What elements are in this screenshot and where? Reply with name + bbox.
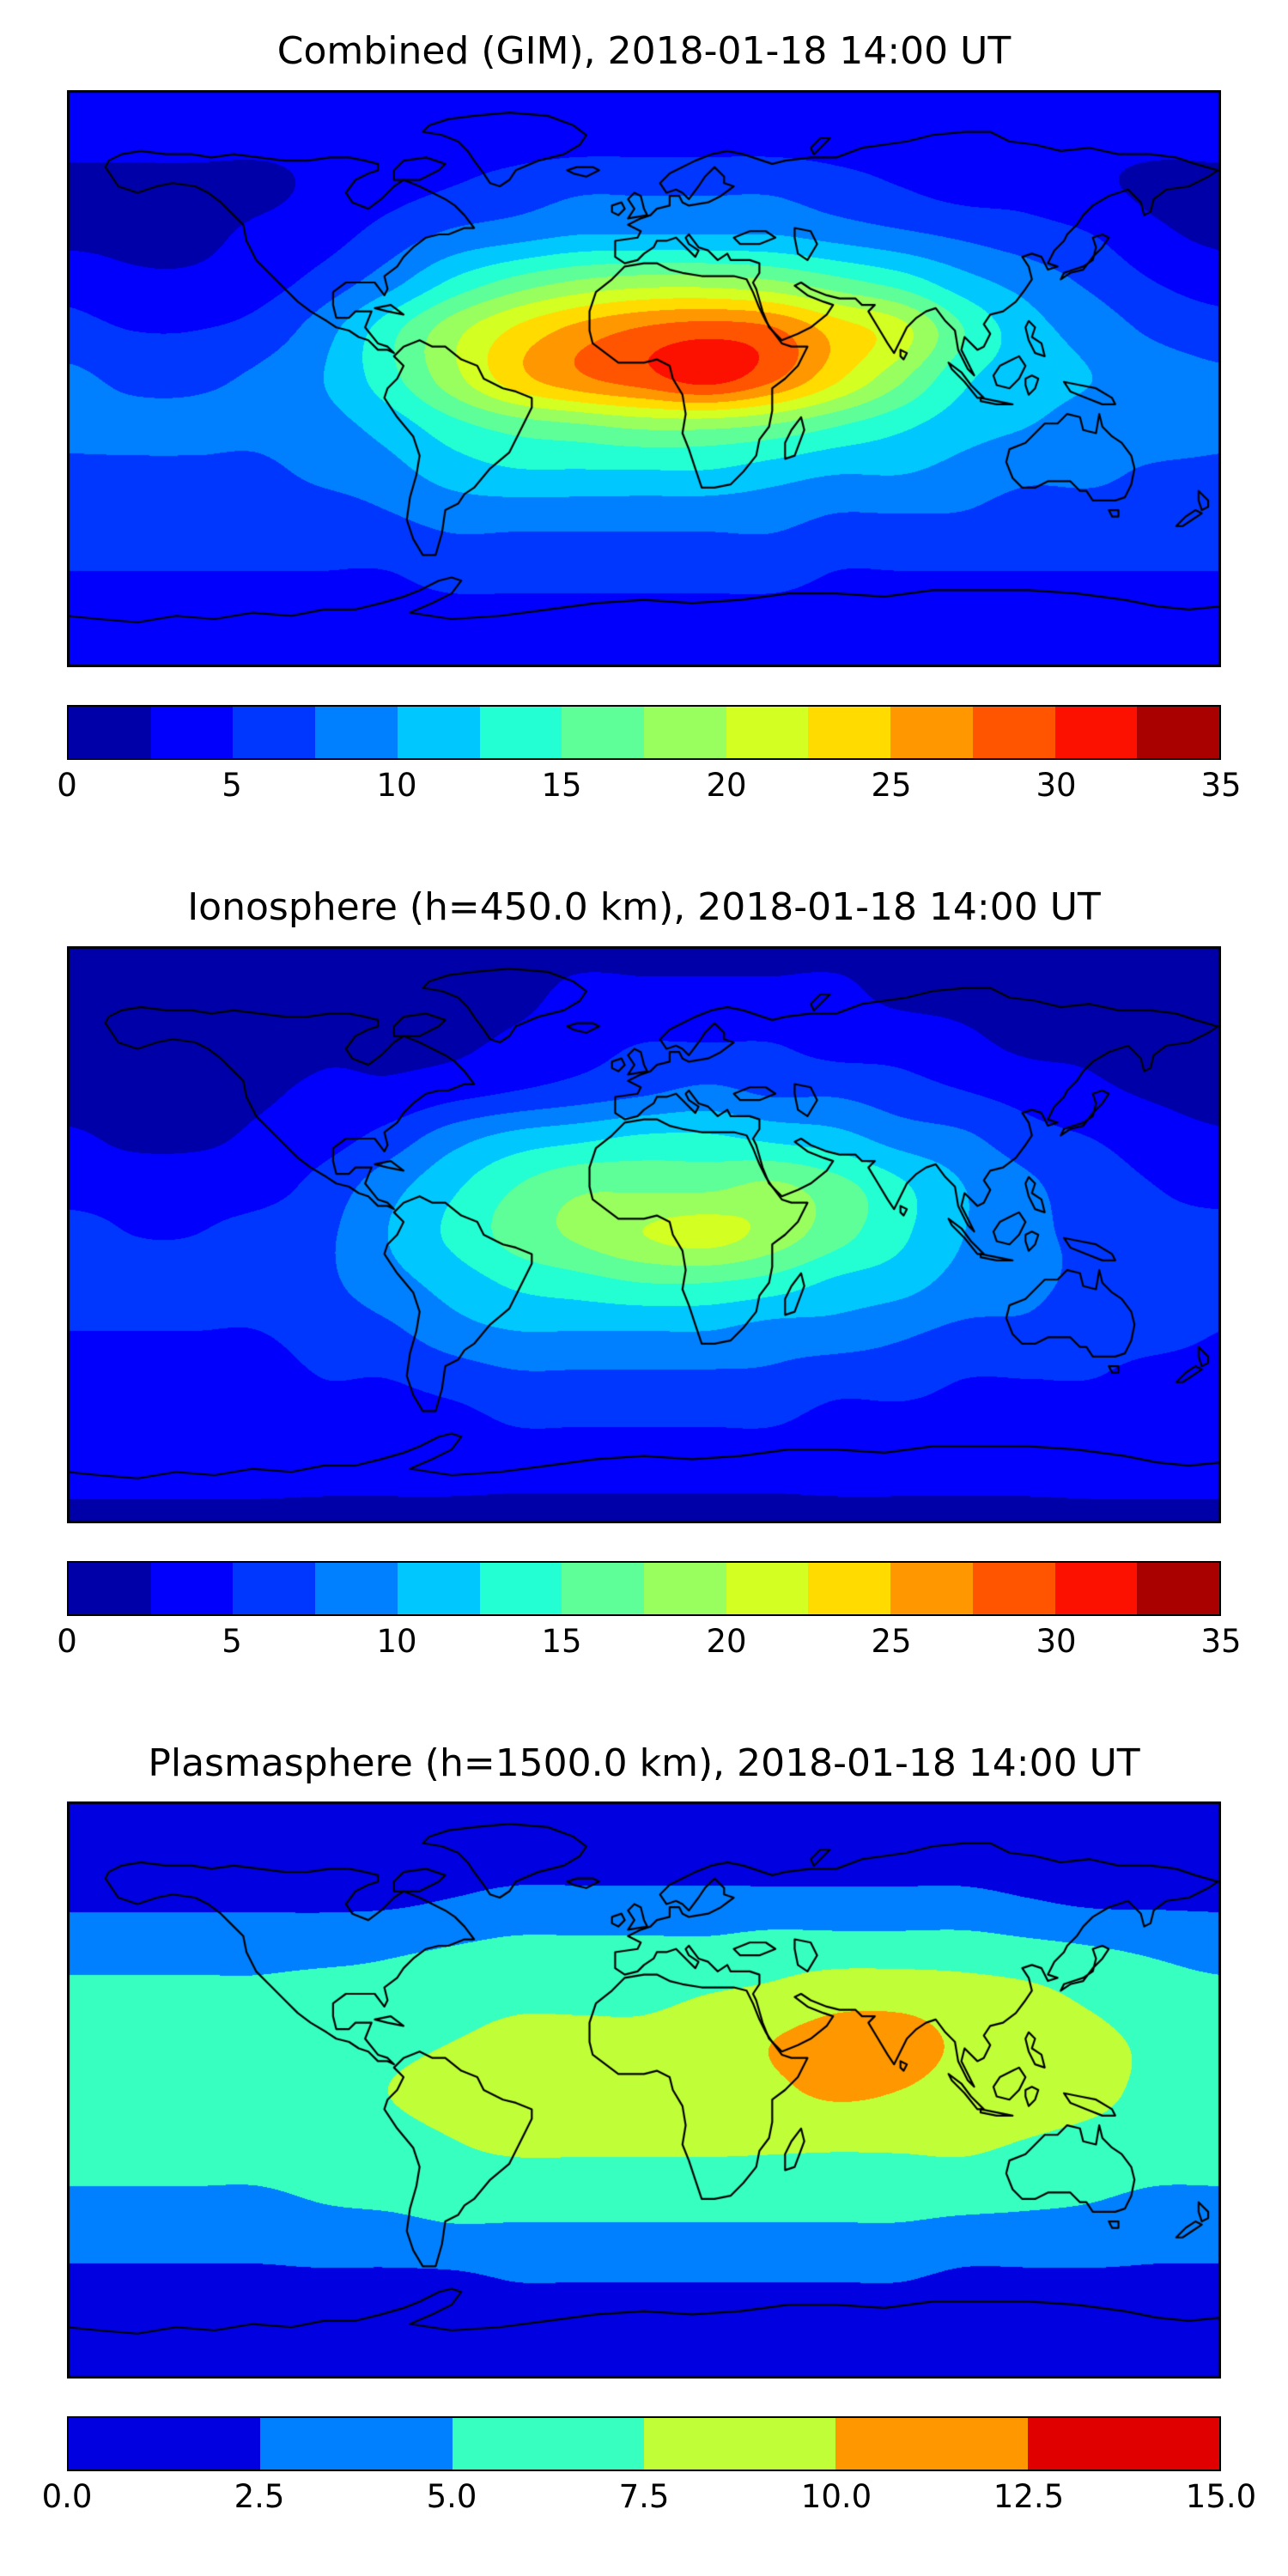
colorbar-tick-label: 10 <box>376 1622 417 1660</box>
colorbar-segment <box>1027 2418 1219 2470</box>
colorbar-tick-label: 15 <box>541 766 582 804</box>
colorbar <box>67 704 1221 760</box>
colorbar-tick-label: 10.0 <box>800 2478 872 2516</box>
colorbar-segment <box>562 1562 645 1614</box>
colorbar-segment <box>1054 706 1138 758</box>
colorbar-segment <box>69 1562 151 1614</box>
colorbar-segment <box>726 706 809 758</box>
colorbar-segment <box>315 1562 398 1614</box>
panel-title: Ionosphere (h=450.0 km), 2018-01-18 14:0… <box>187 884 1101 929</box>
colorbar-segment <box>315 706 398 758</box>
colorbar-tick-label: 2.5 <box>234 2478 285 2516</box>
colorbar-segment <box>150 706 234 758</box>
colorbar-segment <box>452 2418 644 2470</box>
colorbar-segment <box>150 1562 234 1614</box>
colorbar-segment <box>890 1562 973 1614</box>
colorbar-segment <box>479 706 562 758</box>
colorbar-tick-label: 35 <box>1200 766 1242 804</box>
colorbar-segment <box>479 1562 562 1614</box>
colorbar-segment <box>890 706 973 758</box>
colorbar-tick-label: 30 <box>1036 1622 1077 1660</box>
colorbar-tick-label: 15 <box>541 1622 582 1660</box>
panel-combined-gim: Combined (GIM), 2018-01-18 14:00 UT 0 5 10… <box>57 29 1241 813</box>
colorbar-tick-label: 10 <box>376 766 417 804</box>
panel-plasmasphere: Plasmasphere (h=1500.0 km), 2018-01-18 1… <box>42 1741 1257 2525</box>
colorbar-segment <box>835 2418 1028 2470</box>
colorbar-tick-label: 12.5 <box>993 2478 1065 2516</box>
colorbar-tick-label: 35 <box>1200 1622 1242 1660</box>
colorbar <box>67 1560 1221 1616</box>
colorbar-segment <box>69 2418 261 2470</box>
map-canvas <box>67 945 1221 1523</box>
colorbar-segment <box>808 1562 891 1614</box>
colorbar-tick-label: 25 <box>871 766 912 804</box>
colorbar <box>67 2416 1221 2472</box>
colorbar-tick-label: 30 <box>1036 766 1077 804</box>
colorbar-segment <box>644 706 726 758</box>
colorbar-segment <box>233 1562 316 1614</box>
colorbar-segment <box>397 1562 480 1614</box>
colorbar-ticks: 0 5 10 15 20 25 30 35 <box>57 766 1241 813</box>
colorbar-segment <box>562 706 645 758</box>
colorbar-tick-label: 5 <box>222 766 242 804</box>
colorbar-tick-label: 0 <box>57 1622 77 1660</box>
map-canvas <box>67 1801 1221 2379</box>
colorbar-tick-label: 0 <box>57 766 77 804</box>
colorbar-segment <box>69 706 151 758</box>
panel-title: Combined (GIM), 2018-01-18 14:00 UT <box>276 29 1012 73</box>
colorbar-segment <box>1137 1562 1220 1614</box>
colorbar-segment <box>397 706 480 758</box>
colorbar-segment <box>1054 1562 1138 1614</box>
colorbar-tick-label: 20 <box>706 1622 747 1660</box>
colorbar-tick-label: 5.0 <box>426 2478 477 2516</box>
colorbar-segment <box>1137 706 1220 758</box>
colorbar-tick-label: 15.0 <box>1185 2478 1257 2516</box>
colorbar-segment <box>260 2418 453 2470</box>
colorbar-segment <box>644 1562 726 1614</box>
colorbar-tick-label: 5 <box>222 1622 242 1660</box>
colorbar-segment <box>808 706 891 758</box>
map-canvas <box>67 89 1221 667</box>
colorbar-segment <box>972 1562 1055 1614</box>
colorbar-ticks: 0 5 10 15 20 25 30 35 <box>57 1622 1241 1669</box>
colorbar-segment <box>972 706 1055 758</box>
colorbar-tick-label: 7.5 <box>618 2478 670 2516</box>
colorbar-tick-label: 0.0 <box>41 2478 93 2516</box>
colorbar-tick-label: 25 <box>871 1622 912 1660</box>
colorbar-segment <box>233 706 316 758</box>
panel-ionosphere: Ionosphere (h=450.0 km), 2018-01-18 14:0… <box>57 884 1241 1669</box>
colorbar-tick-label: 20 <box>706 766 747 804</box>
colorbar-segment <box>726 1562 809 1614</box>
colorbar-segment <box>643 2418 836 2470</box>
colorbar-ticks: 0.0 2.5 5.0 7.5 10.0 12.5 15.0 <box>42 2478 1257 2524</box>
panel-title: Plasmasphere (h=1500.0 km), 2018-01-18 1… <box>148 1741 1140 1785</box>
